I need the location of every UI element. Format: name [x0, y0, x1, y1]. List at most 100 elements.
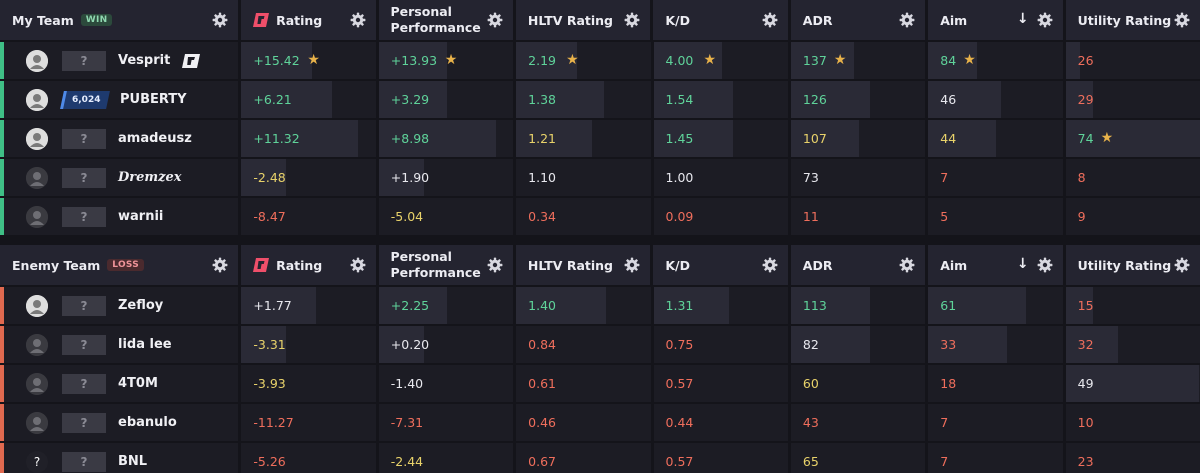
stat-value: 8 — [1077, 170, 1086, 185]
player-name[interactable]: Dremzex — [118, 170, 182, 185]
column-header-label-line: Performance — [390, 265, 481, 280]
gear-icon[interactable] — [212, 12, 228, 28]
column-header-personal[interactable]: Personal Performance — [378, 245, 513, 285]
column-header-adr[interactable]: ADR — [790, 245, 926, 285]
avatar[interactable] — [26, 294, 48, 317]
stat-cell-rating: +11.32 — [241, 120, 376, 157]
rank-badge: ? — [62, 206, 106, 227]
table-row[interactable]: ? amadeusz +11.32 +8.98 1.21 1.45 107 44 74 ★ — [0, 120, 1200, 157]
table-row[interactable]: ? Zefloy +1.77 +2.25 1.40 1.31 113 61 15 — [0, 287, 1200, 324]
column-header-label: Personal Performance — [391, 249, 481, 281]
stat-value: 46 — [940, 92, 957, 107]
gear-icon[interactable] — [212, 257, 228, 273]
stat-value: 0.61 — [528, 376, 557, 391]
avatar[interactable] — [26, 411, 48, 434]
stat-value: 1.45 — [665, 131, 694, 146]
gear-icon[interactable] — [1174, 257, 1190, 273]
stat-cell-hltv: 0.67 — [516, 443, 651, 473]
avatar[interactable] — [26, 49, 48, 72]
gear-icon[interactable] — [624, 257, 640, 273]
stat-value: +2.25 — [390, 298, 430, 313]
player-name[interactable]: BNL — [118, 454, 148, 469]
player-cell[interactable]: ? amadeusz — [0, 120, 239, 157]
column-header-hltv[interactable]: HLTV Rating — [515, 0, 651, 40]
avatar[interactable]: ? — [26, 450, 48, 473]
column-header-rating[interactable]: Rating — [241, 245, 376, 285]
gear-icon[interactable] — [762, 257, 778, 273]
table-row[interactable]: ? lida lee -3.31 +0.20 0.84 0.75 82 33 32 — [0, 326, 1200, 363]
column-header-utility[interactable]: Utility Rating — [1065, 245, 1200, 285]
player-cell[interactable]: ? Zefloy — [0, 287, 239, 324]
column-header-kd[interactable]: K/D — [653, 245, 788, 285]
gear-icon[interactable] — [350, 257, 366, 273]
gear-icon[interactable] — [762, 12, 778, 28]
column-header-adr[interactable]: ADR — [790, 0, 926, 40]
player-cell[interactable]: ? Vesprit — [0, 42, 239, 79]
table-row[interactable]: ? ebanulo -11.27 -7.31 0.46 0.44 43 7 10 — [0, 404, 1200, 441]
gear-icon[interactable] — [624, 12, 640, 28]
stat-bar — [928, 120, 997, 157]
player-cell[interactable]: ? lida lee — [0, 326, 239, 363]
stat-cell-kd: 4.00 ★ — [653, 42, 788, 79]
player-name[interactable]: amadeusz — [118, 131, 192, 146]
stat-cell-kd: 0.09 — [653, 198, 788, 235]
table-row[interactable]: ? Dremzex -2.48 +1.90 1.10 1.00 73 7 8 — [0, 159, 1200, 196]
avatar[interactable] — [26, 166, 48, 189]
stat-bar — [241, 120, 359, 157]
player-cell[interactable]: ? 4T0M — [0, 365, 239, 402]
avatar[interactable] — [26, 127, 48, 150]
stat-value: 5 — [940, 209, 949, 224]
stat-value: 0.57 — [665, 376, 694, 391]
player-name[interactable]: Zefloy — [118, 298, 164, 313]
column-header-personal[interactable]: Personal Performance — [378, 0, 513, 40]
stat-value: -7.31 — [390, 415, 424, 430]
table-row[interactable]: ? 4T0M -3.93 -1.40 0.61 0.57 60 18 49 — [0, 365, 1200, 402]
avatar[interactable] — [26, 333, 48, 356]
gear-icon[interactable] — [1037, 12, 1053, 28]
player-cell[interactable]: ? ebanulo — [0, 404, 239, 441]
gear-icon[interactable] — [487, 257, 503, 273]
column-header-rating[interactable]: Rating — [241, 0, 376, 40]
gear-icon[interactable] — [899, 257, 915, 273]
table-row[interactable]: ?? BNL -5.26 -2.44 0.67 0.57 65 7 23 — [0, 443, 1200, 473]
column-header-kd[interactable]: K/D — [653, 0, 788, 40]
stat-value: +0.20 — [390, 337, 430, 352]
player-cell[interactable]: ?? BNL — [0, 443, 239, 473]
column-header-hltv[interactable]: HLTV Rating — [515, 245, 651, 285]
column-header-label-line: Personal — [390, 249, 452, 264]
player-name[interactable]: Vesprit — [118, 53, 171, 68]
stat-value: +15.42 — [253, 53, 300, 68]
avatar[interactable] — [26, 88, 48, 111]
gear-icon[interactable] — [487, 12, 503, 28]
player-cell[interactable]: ? Dremzex — [0, 159, 239, 196]
player-name[interactable]: 4T0M — [118, 376, 158, 391]
avatar[interactable] — [26, 205, 48, 228]
table-row[interactable]: ? Vesprit +15.42 ★ +13.93 ★ 2.19 ★ 4.00 ★ 137 ★ 84 ★ 2… — [0, 42, 1200, 79]
avatar[interactable] — [26, 372, 48, 395]
gear-icon[interactable] — [1174, 12, 1190, 28]
table-row[interactable]: ? warnii -8.47 -5.04 0.34 0.09 11 5 9 — [0, 198, 1200, 235]
stat-cell-personal: -2.44 — [378, 443, 514, 473]
column-header-aim[interactable]: Aim ↓ — [928, 0, 1063, 40]
player-cell[interactable]: ? warnii — [0, 198, 239, 235]
column-header-utility[interactable]: Utility Rating — [1065, 0, 1200, 40]
stat-bar — [1065, 287, 1093, 324]
stat-bar — [1065, 120, 1200, 157]
star-icon: ★ — [307, 52, 320, 68]
gear-icon[interactable] — [899, 12, 915, 28]
stat-value: -2.44 — [390, 454, 424, 469]
gear-icon[interactable] — [350, 12, 366, 28]
stat-value: 0.09 — [665, 209, 694, 224]
column-header-aim[interactable]: Aim ↓ — [928, 245, 1063, 285]
stat-cell-rating: -5.26 — [241, 443, 376, 473]
player-name[interactable]: warnii — [118, 209, 164, 224]
player-name[interactable]: lida lee — [118, 337, 172, 352]
stat-cell-rating: -8.47 — [241, 198, 376, 235]
arrow-down-icon[interactable]: ↓ — [1016, 11, 1029, 27]
gear-icon[interactable] — [1037, 257, 1053, 273]
arrow-down-icon[interactable]: ↓ — [1016, 256, 1029, 272]
player-name[interactable]: ebanulo — [118, 415, 177, 430]
player-name[interactable]: PUBERTY — [120, 92, 187, 107]
